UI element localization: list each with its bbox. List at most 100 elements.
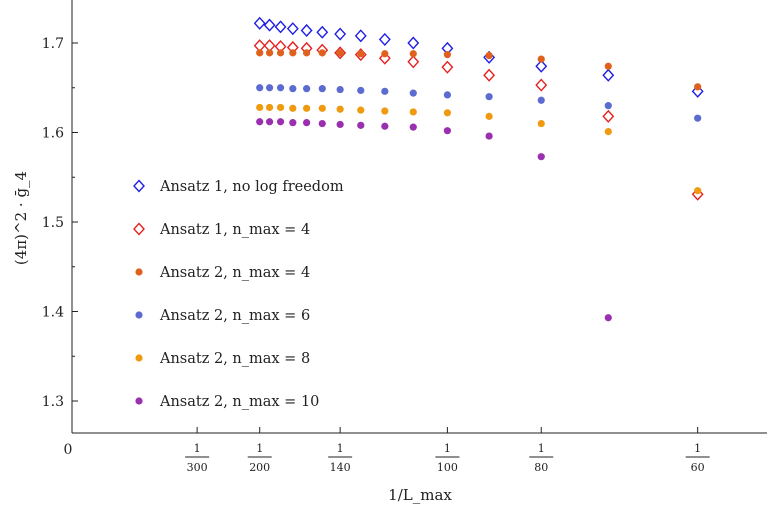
data-point-diamond [334, 27, 347, 41]
legend: Ansatz 1, no log freedom Ansatz 1, n_max … [133, 179, 344, 410]
data-point-dot [443, 51, 451, 59]
data-point-dot [409, 123, 417, 131]
x-tick-numerator: 1 [256, 442, 263, 455]
y-tick-label: 1.7 [42, 36, 64, 52]
data-point-diamond [602, 68, 615, 82]
data-point-dot [289, 104, 297, 112]
data-point-dot [336, 105, 344, 113]
x-tick-numerator: 1 [444, 442, 451, 455]
legend-marker [133, 179, 145, 193]
data-point-dot [318, 85, 326, 93]
data-point-dot [289, 119, 297, 127]
data-point-dot [318, 119, 326, 128]
data-point-dot [443, 109, 451, 117]
data-point-dot [381, 87, 389, 95]
y-tick-label: 1.6 [42, 126, 64, 142]
data-point-dot [381, 107, 389, 115]
data-point-dot [485, 112, 493, 120]
data-point-dot [357, 121, 365, 129]
x-tick-numerator: 1 [538, 442, 545, 455]
data-point-dot [381, 122, 389, 130]
data-point-dot [381, 50, 389, 58]
data-point-dot [276, 118, 285, 126]
axes: 1.31.41.51.61.70130012001140110018016015… [12, 0, 767, 504]
series-group [256, 103, 702, 195]
data-point-dot [265, 103, 274, 112]
series-group [256, 118, 612, 322]
legend-marker [135, 268, 143, 276]
data-point-diamond [483, 68, 496, 82]
data-point-diamond [378, 32, 391, 46]
data-point-diamond [334, 46, 347, 60]
data-point-dot [604, 102, 612, 110]
data-point-dot [303, 49, 311, 57]
data-point-dot [256, 103, 264, 112]
x-axis-title: 1/L_max [388, 486, 452, 504]
legend-marker [135, 311, 143, 319]
data-point-dot [604, 62, 612, 70]
data-point-dot [357, 50, 365, 58]
legend-label: Ansatz 2, n_max = 4 [159, 265, 310, 281]
data-point-dot [694, 114, 702, 122]
data-point-dot [289, 85, 297, 93]
legend-label: Ansatz 2, n_max = 10 [159, 394, 319, 410]
data-point-diamond [378, 51, 391, 65]
data-points [253, 16, 704, 322]
data-point-diamond [263, 18, 276, 32]
y-tick-label: 1.3 [42, 394, 64, 410]
x-origin-label: 0 [64, 442, 73, 458]
legend-label: Ansatz 2, n_max = 6 [159, 308, 310, 324]
data-point-diamond [691, 187, 704, 201]
data-point-dot [357, 86, 365, 95]
x-tick-numerator: 1 [194, 442, 201, 455]
x-tick-denominator: 300 [187, 461, 208, 474]
data-point-dot [318, 49, 326, 57]
legend-label: Ansatz 1, n_max = 4 [159, 222, 310, 238]
series-group [253, 39, 704, 201]
data-point-dot [265, 118, 274, 126]
data-point-dot [336, 120, 344, 129]
data-point-diamond [300, 23, 313, 38]
data-point-dot [485, 132, 493, 140]
data-point-diamond [441, 60, 454, 74]
data-point-dot [256, 84, 264, 92]
data-point-dot [604, 128, 612, 136]
data-point-diamond [691, 84, 704, 98]
data-point-dot [276, 103, 285, 112]
x-tick-denominator: 60 [691, 461, 705, 474]
data-point-diamond [407, 55, 420, 69]
data-point-dot [443, 91, 451, 99]
y-tick-label: 1.4 [42, 305, 64, 321]
data-point-dot [303, 119, 311, 127]
data-point-dot [485, 51, 493, 60]
data-point-diamond [407, 36, 420, 50]
data-point-dot [485, 93, 493, 101]
legend-marker [135, 354, 143, 362]
data-point-dot [256, 49, 264, 57]
data-point-dot [265, 49, 274, 57]
data-point-dot [537, 55, 545, 63]
data-point-dot [409, 50, 417, 58]
data-point-dot [694, 83, 702, 91]
data-point-dot [409, 108, 417, 116]
x-tick-denominator: 100 [437, 461, 458, 474]
data-point-diamond [274, 20, 287, 34]
data-point-diamond [316, 25, 329, 39]
legend-label: Ansatz 1, no log freedom [159, 179, 344, 195]
data-point-dot [357, 106, 365, 114]
data-point-diamond [354, 29, 367, 43]
data-point-dot [537, 96, 545, 104]
x-tick-denominator: 80 [534, 461, 548, 474]
data-point-diamond [253, 16, 266, 30]
x-tick-numerator: 1 [694, 442, 701, 455]
data-point-dot [537, 153, 545, 161]
data-point-dot [537, 119, 545, 128]
series-group [256, 49, 702, 91]
data-point-dot [276, 84, 285, 92]
data-point-dot [303, 104, 311, 112]
data-point-dot [289, 49, 297, 57]
data-point-dot [443, 127, 451, 135]
data-point-dot [336, 49, 344, 57]
data-point-dot [604, 314, 612, 322]
